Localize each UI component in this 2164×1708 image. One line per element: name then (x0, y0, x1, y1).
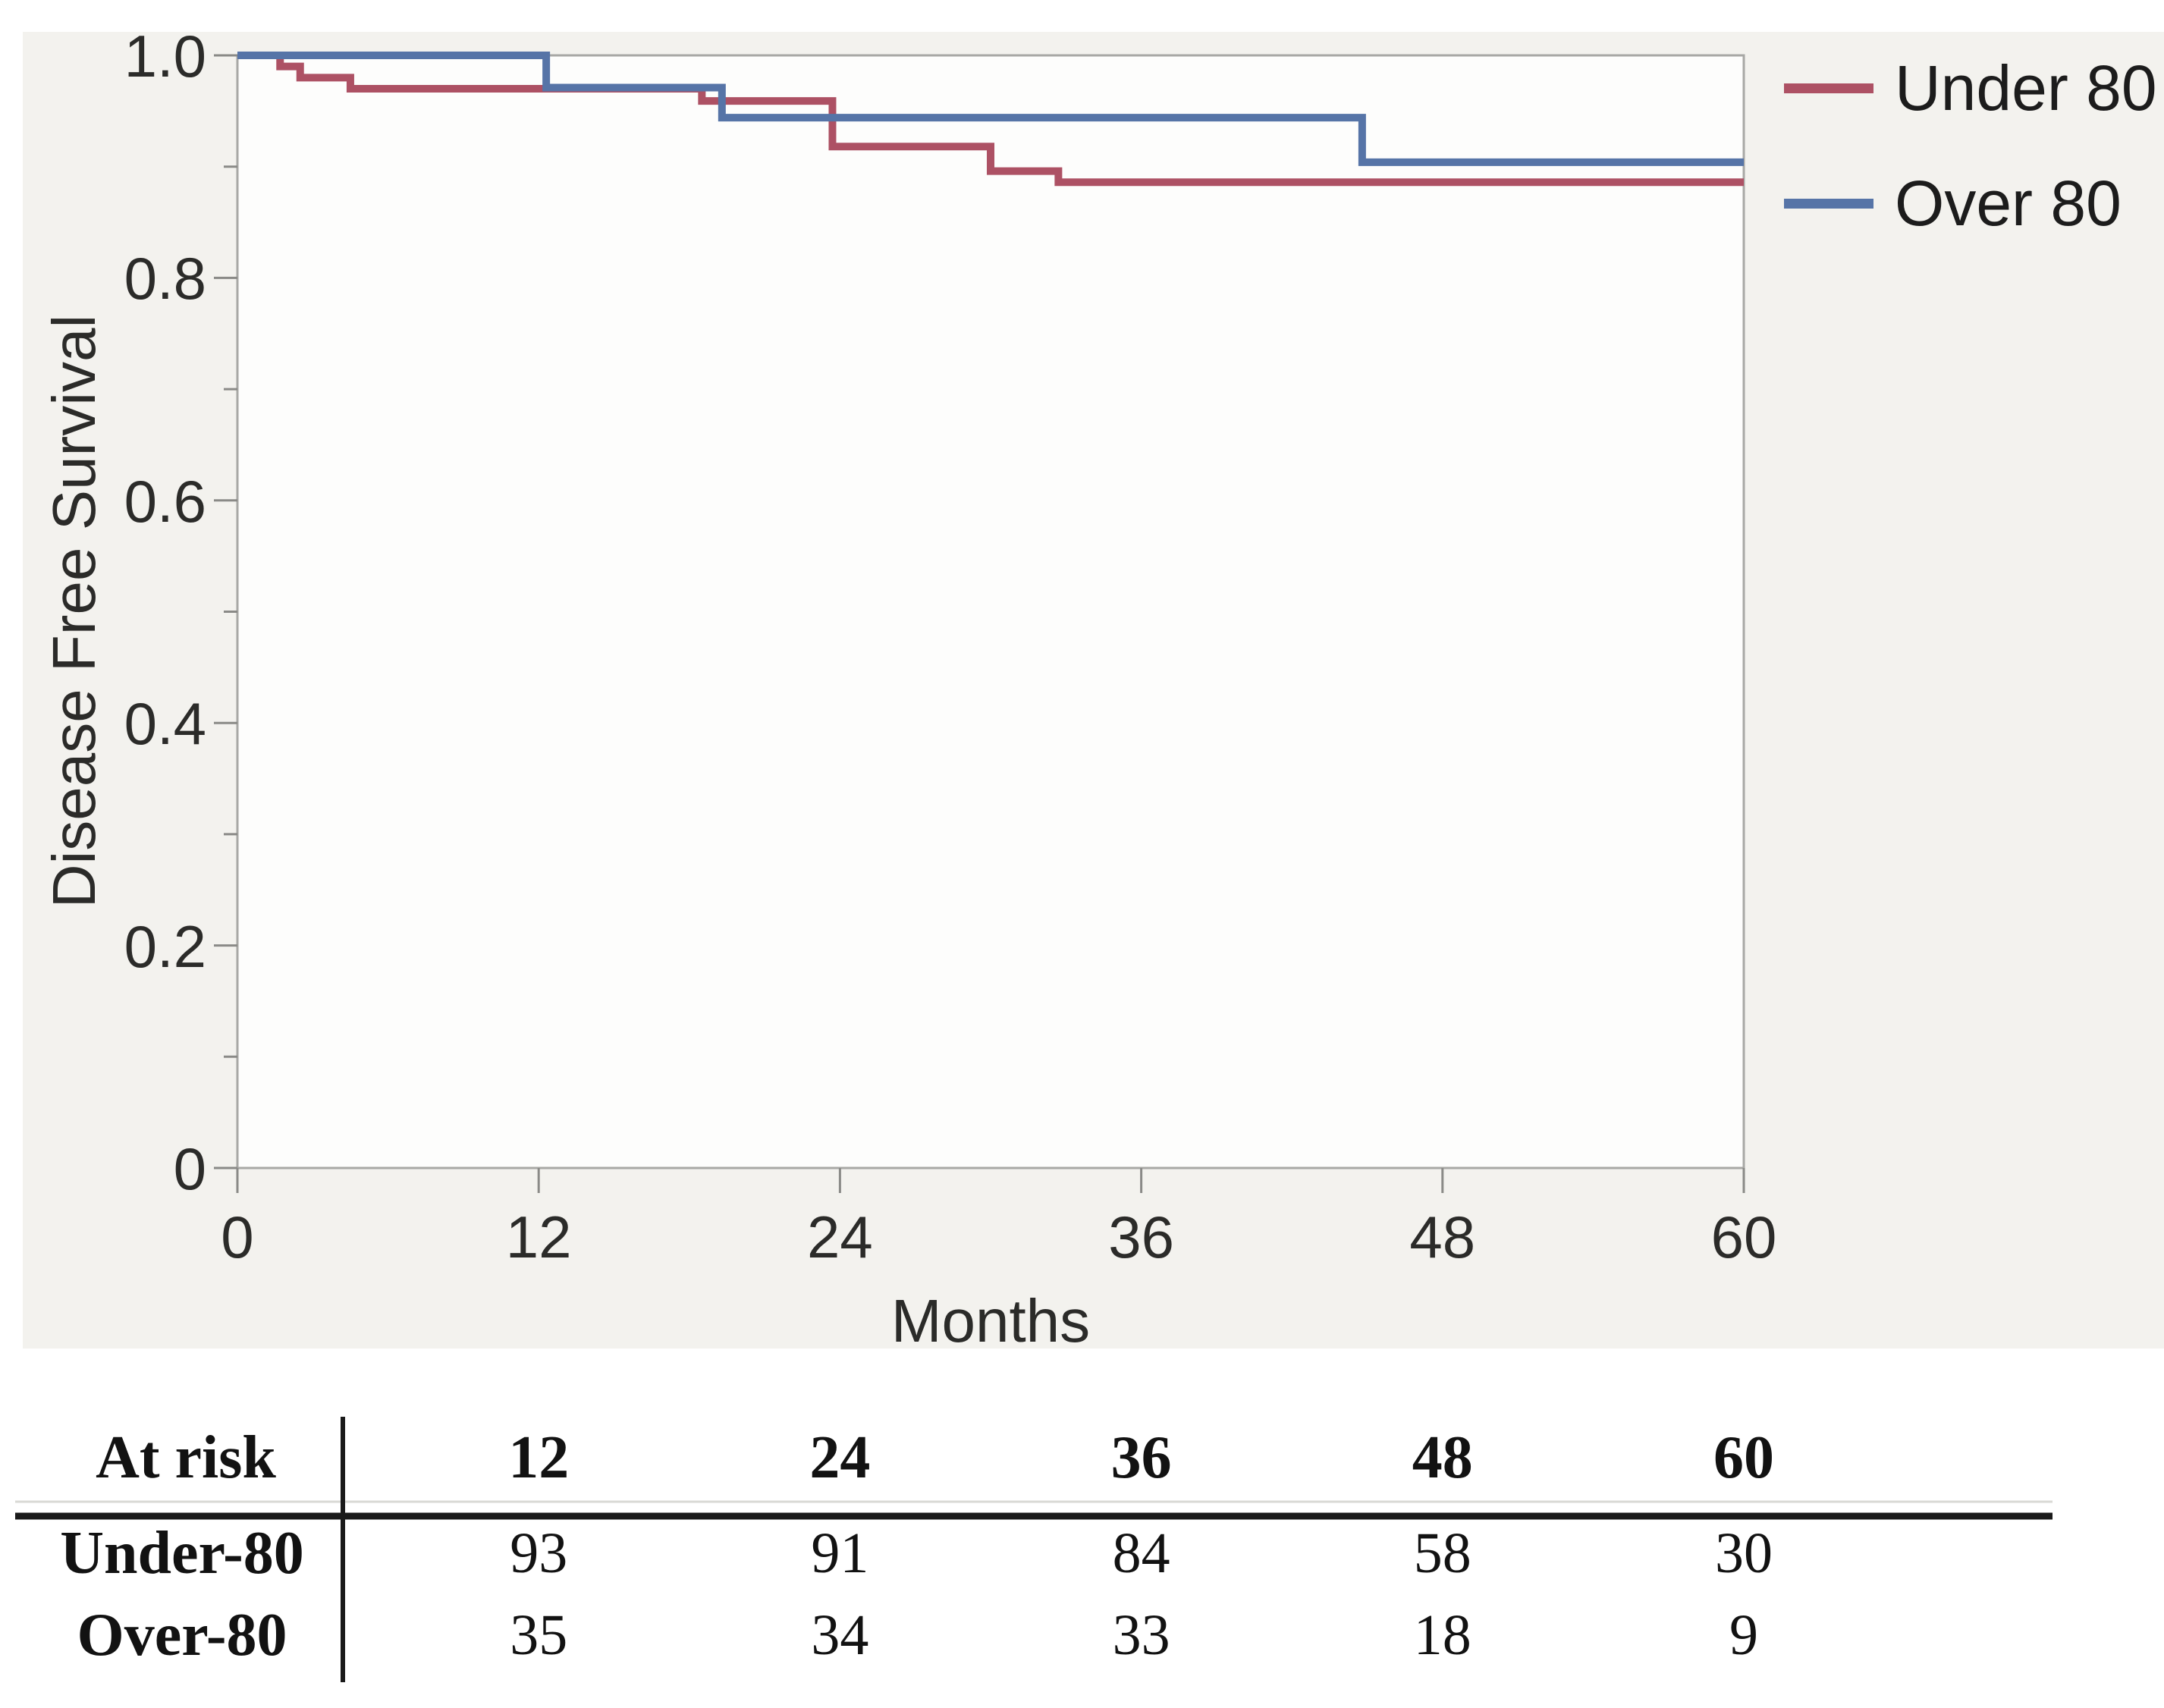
y-tick-label-0.6: 0.6 (124, 467, 206, 535)
at-risk-value: 9 (1729, 1603, 1758, 1667)
at-risk-value: 93 (510, 1521, 568, 1585)
legend-label-over-80: Over 80 (1895, 168, 2122, 239)
at-risk-row-label-under-80: Under-80 (60, 1520, 304, 1587)
x-tick-label-24: 24 (807, 1204, 873, 1270)
y-tick-label-0: 0 (173, 1135, 206, 1202)
at-risk-row-label-over-80: Over-80 (77, 1602, 287, 1669)
y-axis-title: Disease Free Survival (40, 314, 108, 909)
under-80-line-swatch (1784, 83, 1873, 93)
at-risk-value: 35 (510, 1603, 568, 1667)
y-tick-label-0.2: 0.2 (124, 912, 206, 980)
plot-frame (236, 54, 1745, 1170)
y-tick-label-0.4: 0.4 (124, 690, 206, 758)
at-risk-time-60: 60 (1713, 1424, 1774, 1491)
x-tick-label-0: 0 (221, 1204, 254, 1270)
x-tick-label-48: 48 (1409, 1204, 1476, 1270)
at-risk-value: 30 (1715, 1521, 1773, 1585)
x-tick-label-12: 12 (505, 1204, 572, 1270)
at-risk-header-label: At risk (96, 1424, 276, 1491)
y-tick-label-0.8: 0.8 (124, 245, 206, 312)
legend-item-over-80: Over 80 (1784, 171, 2122, 235)
at-risk-time-12: 12 (508, 1424, 570, 1491)
at-risk-value: 91 (811, 1521, 869, 1585)
x-tick-label-60: 60 (1710, 1204, 1777, 1270)
at-risk-value: 58 (1413, 1521, 1471, 1585)
x-axis-title: Months (890, 1287, 1091, 1355)
at-risk-time-36: 36 (1110, 1424, 1172, 1491)
at-risk-time-48: 48 (1412, 1424, 1473, 1491)
over-80-line-swatch (1784, 198, 1873, 209)
legend-item-under-80: Under 80 (1784, 56, 2157, 120)
y-tick-label-1.0: 1.0 (124, 23, 206, 89)
x-tick-label-36: 36 (1108, 1204, 1174, 1270)
at-risk-value: 34 (811, 1603, 869, 1667)
survival-curve-under-80 (237, 52, 1744, 187)
survival-curve-over-80 (237, 52, 1744, 166)
at-risk-value: 18 (1413, 1603, 1471, 1667)
at-risk-time-24: 24 (809, 1424, 871, 1491)
legend-label-under-80: Under 80 (1895, 52, 2157, 124)
at-risk-value: 33 (1112, 1603, 1170, 1667)
at-risk-value: 84 (1112, 1521, 1170, 1585)
